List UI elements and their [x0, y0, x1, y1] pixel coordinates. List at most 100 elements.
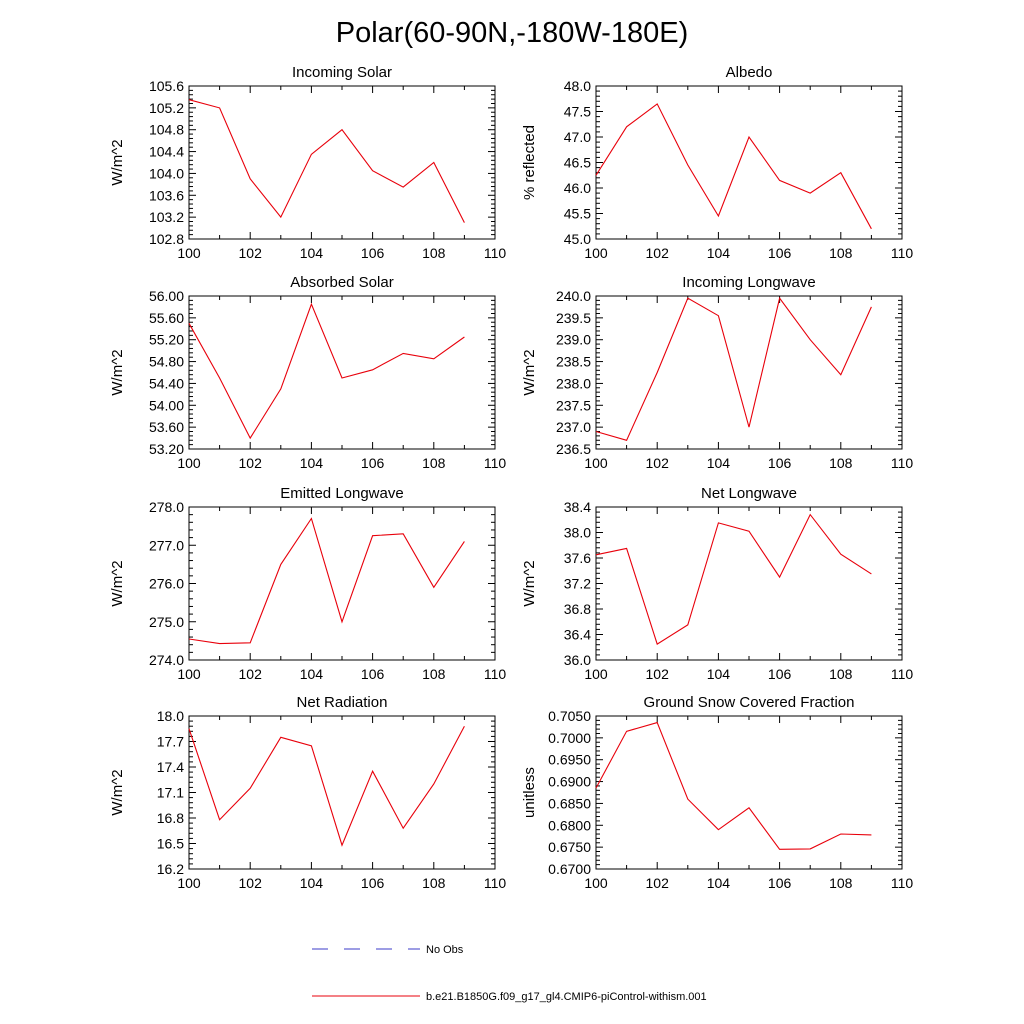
y-tick-label: 54.40 [149, 375, 184, 391]
x-tick-label: 108 [422, 875, 446, 891]
x-tick-label: 108 [829, 245, 853, 261]
y-tick-label: 16.2 [157, 861, 184, 877]
y-tick-label: 277.0 [149, 537, 184, 553]
figure-title: Polar(60-90N,-180W-180E) [336, 17, 688, 49]
y-tick-label: 36.0 [564, 652, 591, 668]
x-tick-label: 100 [584, 666, 608, 682]
x-tick-label: 104 [300, 245, 324, 261]
y-tick-label: 45.0 [564, 231, 591, 247]
y-tick-label: 18.0 [157, 708, 184, 724]
panel-title: Incoming Longwave [682, 274, 815, 291]
x-tick-label: 106 [361, 666, 385, 682]
x-tick-label: 102 [646, 455, 670, 471]
y-tick-label: 103.2 [149, 209, 184, 225]
x-tick-label: 104 [300, 455, 324, 471]
x-tick-label: 104 [707, 455, 731, 471]
y-tick-label: 276.0 [149, 576, 184, 592]
y-tick-label: 17.4 [157, 759, 184, 775]
panel-6: Net Longwave 100 102 104 106 108 110 36.0 36.4 36… [521, 485, 913, 682]
y-tick-label: 16.8 [157, 810, 184, 826]
x-tick-label: 104 [707, 875, 731, 891]
y-axis-label: W/m^2 [109, 560, 126, 606]
x-tick-label: 104 [707, 245, 731, 261]
panel-4: Incoming Longwave 100 102 104 106 108 110 236.5… [521, 274, 913, 471]
series-line [595, 103, 872, 230]
y-tick-label: 240.0 [556, 288, 591, 304]
x-tick-label: 106 [361, 245, 385, 261]
panel-title: Ground Snow Covered Fraction [644, 694, 855, 711]
x-tick-label: 102 [239, 875, 263, 891]
y-tick-label: 36.4 [564, 627, 591, 643]
y-tick-label: 0.6850 [548, 795, 591, 811]
x-tick-label: 102 [646, 875, 670, 891]
x-tick-label: 106 [768, 875, 792, 891]
y-tick-label: 104.8 [149, 122, 184, 138]
x-tick-label: 108 [422, 455, 446, 471]
x-tick-label: 110 [891, 875, 914, 891]
x-tick-label: 108 [829, 875, 853, 891]
y-tick-label: 237.5 [556, 397, 591, 413]
y-tick-label: 238.0 [556, 375, 591, 391]
y-tick-label: 47.0 [564, 129, 591, 145]
y-tick-label: 0.6950 [548, 752, 591, 768]
y-tick-label: 54.80 [149, 354, 184, 370]
legend-no-obs-label: No Obs [426, 944, 464, 956]
y-tick-label: 48.0 [564, 78, 591, 94]
x-tick-label: 108 [422, 245, 446, 261]
x-tick-label: 104 [707, 666, 731, 682]
y-tick-label: 56.00 [149, 288, 184, 304]
panel-title: Absorbed Solar [290, 274, 393, 291]
y-tick-label: 55.60 [149, 310, 184, 326]
panel-title: Emitted Longwave [280, 485, 403, 502]
y-axis-label: % reflected [521, 125, 538, 200]
panel-title: Albedo [726, 64, 773, 81]
panel-1: Incoming Solar 100 102 104 106 108 110 102.8 103… [109, 64, 506, 261]
x-tick-label: 100 [177, 455, 201, 471]
y-tick-label: 104.4 [149, 144, 184, 160]
y-tick-label: 274.0 [149, 652, 184, 668]
y-tick-label: 103.6 [149, 187, 184, 203]
y-tick-label: 104.0 [149, 165, 184, 181]
x-tick-label: 102 [239, 245, 263, 261]
y-axis-label: W/m^2 [521, 349, 538, 395]
series-line [595, 513, 872, 645]
y-tick-label: 37.6 [564, 550, 591, 566]
panel-7: Net Radiation 100 102 104 106 108 110 16.2 16.5 1… [109, 694, 506, 891]
y-tick-label: 17.1 [157, 785, 184, 801]
y-axis-label: W/m^2 [109, 769, 126, 815]
x-tick-label: 110 [484, 455, 507, 471]
series-line [188, 517, 465, 645]
y-tick-label: 239.5 [556, 310, 591, 326]
x-tick-label: 108 [829, 666, 853, 682]
series-line [595, 296, 872, 441]
y-tick-label: 0.7000 [548, 730, 591, 746]
series-line [595, 721, 872, 850]
y-tick-label: 36.8 [564, 601, 591, 617]
x-tick-label: 104 [300, 875, 324, 891]
y-tick-label: 46.0 [564, 180, 591, 196]
y-tick-label: 239.0 [556, 332, 591, 348]
x-tick-label: 100 [177, 245, 201, 261]
y-axis-label: W/m^2 [521, 560, 538, 606]
x-tick-label: 100 [177, 875, 201, 891]
x-tick-label: 100 [177, 666, 201, 682]
y-tick-label: 102.8 [149, 231, 184, 247]
y-tick-label: 105.6 [149, 78, 184, 94]
y-tick-label: 238.5 [556, 354, 591, 370]
x-tick-label: 106 [768, 455, 792, 471]
x-tick-label: 110 [891, 245, 914, 261]
y-tick-label: 275.0 [149, 614, 184, 630]
y-tick-label: 17.7 [157, 734, 184, 750]
y-tick-label: 37.2 [564, 576, 591, 592]
x-tick-label: 106 [361, 455, 385, 471]
y-tick-label: 0.6750 [548, 839, 591, 855]
y-axis-label: W/m^2 [109, 139, 126, 185]
series-line [188, 725, 465, 847]
x-tick-label: 100 [584, 245, 608, 261]
panels: Incoming Solar 100 102 104 106 108 110 102.8 103… [109, 64, 913, 891]
y-tick-label: 53.20 [149, 441, 184, 457]
panel-5: Emitted Longwave 100 102 104 106 108 110 274.0 2… [109, 485, 506, 682]
y-tick-label: 0.6900 [548, 774, 591, 790]
